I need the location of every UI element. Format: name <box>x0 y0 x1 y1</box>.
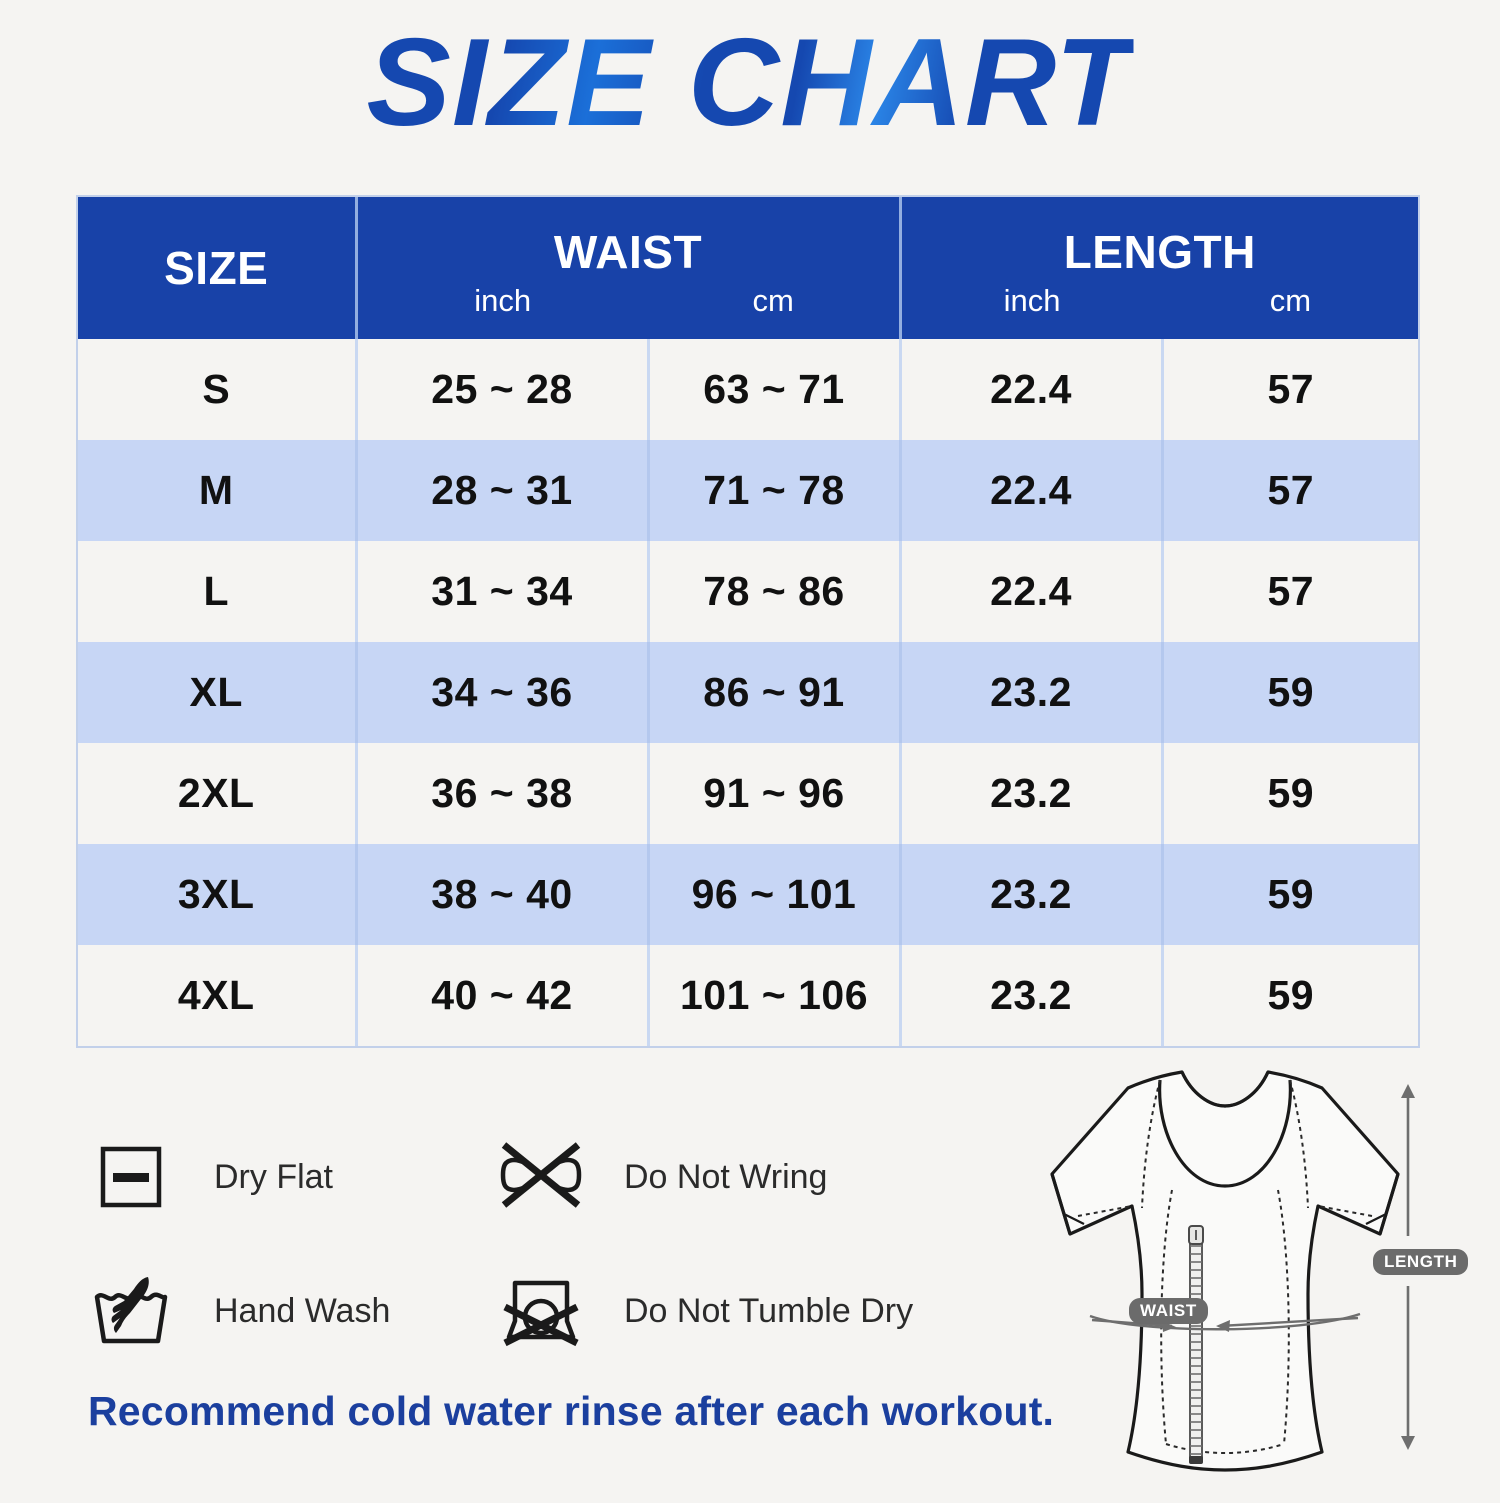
cell-length-inch: 23.2 <box>898 642 1162 743</box>
cell-length-cm: 59 <box>1160 844 1418 945</box>
table-header-row: SIZE WAIST inch cm LENGTH inch cm <box>78 197 1418 339</box>
table-row: 4XL 40 ~ 42 101 ~ 106 23.2 59 <box>78 945 1418 1046</box>
table-row: S 25 ~ 28 63 ~ 71 22.4 57 <box>78 339 1418 440</box>
care-item-dry-flat: Dry Flat <box>88 1110 498 1244</box>
header-cell-waist: WAIST inch cm <box>354 197 900 339</box>
length-measurement-badge: LENGTH <box>1373 1249 1469 1275</box>
cell-size: XL <box>78 642 356 743</box>
care-row-1: Dry Flat Do Not Wring <box>88 1110 988 1244</box>
hand-wash-icon <box>88 1268 174 1354</box>
cell-waist-inch: 31 ~ 34 <box>354 541 648 642</box>
header-unit-length-cm: cm <box>1269 283 1312 318</box>
care-instructions: Dry Flat Do Not Wring Hand Wash <box>88 1110 988 1378</box>
cell-waist-inch: 25 ~ 28 <box>354 339 648 440</box>
cell-length-inch: 22.4 <box>898 339 1162 440</box>
cell-length-cm: 59 <box>1160 642 1418 743</box>
header-label-length: LENGTH <box>1063 226 1256 278</box>
header-cell-size: SIZE <box>78 197 356 339</box>
cell-length-inch: 22.4 <box>898 440 1162 541</box>
cell-size: M <box>78 440 356 541</box>
cell-waist-cm: 78 ~ 86 <box>646 541 900 642</box>
cell-size: 3XL <box>78 844 356 945</box>
cell-length-inch: 23.2 <box>898 844 1162 945</box>
garment-diagram: WAIST LENGTH <box>960 1058 1480 1498</box>
recommendation-text: Recommend cold water rinse after each wo… <box>88 1388 1055 1434</box>
cell-waist-cm: 101 ~ 106 <box>646 945 900 1046</box>
care-label-dry-flat: Dry Flat <box>214 1157 333 1196</box>
cell-length-cm: 57 <box>1160 440 1418 541</box>
care-row-2: Hand Wash Do Not Tumble Dry <box>88 1244 988 1378</box>
care-item-do-not-tumble-dry: Do Not Tumble Dry <box>498 1244 968 1378</box>
cell-waist-cm: 86 ~ 91 <box>646 642 900 743</box>
cell-waist-inch: 40 ~ 42 <box>354 945 648 1046</box>
cell-waist-cm: 96 ~ 101 <box>646 844 900 945</box>
header-label-size: SIZE <box>164 242 269 294</box>
cell-waist-inch: 38 ~ 40 <box>354 844 648 945</box>
cell-length-cm: 57 <box>1160 339 1418 440</box>
cell-waist-cm: 91 ~ 96 <box>646 743 900 844</box>
table-row: XL 34 ~ 36 86 ~ 91 23.2 59 <box>78 642 1418 743</box>
cell-size: 4XL <box>78 945 356 1046</box>
header-cell-length: LENGTH inch cm <box>898 197 1418 339</box>
cell-length-cm: 59 <box>1160 743 1418 844</box>
waist-measurement-badge: WAIST <box>1129 1298 1208 1324</box>
cell-waist-cm: 71 ~ 78 <box>646 440 900 541</box>
dry-flat-icon <box>88 1134 174 1220</box>
cell-waist-inch: 36 ~ 38 <box>354 743 648 844</box>
care-item-do-not-wring: Do Not Wring <box>498 1110 968 1244</box>
cell-length-inch: 22.4 <box>898 541 1162 642</box>
cell-size: S <box>78 339 356 440</box>
do-not-wring-icon <box>498 1134 584 1220</box>
cell-size: L <box>78 541 356 642</box>
table-row: M 28 ~ 31 71 ~ 78 22.4 57 <box>78 440 1418 541</box>
cell-length-inch: 23.2 <box>898 743 1162 844</box>
header-label-waist: WAIST <box>553 226 703 278</box>
care-label-hand-wash: Hand Wash <box>214 1291 391 1330</box>
cell-size: 2XL <box>78 743 356 844</box>
table-row: 3XL 38 ~ 40 96 ~ 101 23.2 59 <box>78 844 1418 945</box>
care-item-hand-wash: Hand Wash <box>88 1244 498 1378</box>
cell-waist-inch: 34 ~ 36 <box>354 642 648 743</box>
care-label-do-not-wring: Do Not Wring <box>624 1157 828 1196</box>
cell-length-inch: 23.2 <box>898 945 1162 1046</box>
garment-illustration <box>1050 1070 1415 1472</box>
header-unit-waist-inch: inch <box>474 283 532 318</box>
cell-waist-cm: 63 ~ 71 <box>646 339 900 440</box>
cell-length-cm: 59 <box>1160 945 1418 1046</box>
table-row: 2XL 36 ~ 38 91 ~ 96 23.2 59 <box>78 743 1418 844</box>
size-chart-table: SIZE WAIST inch cm LENGTH inch cm <box>78 197 1418 1046</box>
cell-waist-inch: 28 ~ 31 <box>354 440 648 541</box>
page-title: SIZE CHART <box>366 14 1134 152</box>
do-not-tumble-dry-icon <box>498 1268 584 1354</box>
table-row: L 31 ~ 34 78 ~ 86 22.4 57 <box>78 541 1418 642</box>
header-unit-waist-cm: cm <box>752 283 794 318</box>
table-body: S 25 ~ 28 63 ~ 71 22.4 57 M 28 ~ 31 71 ~ 78 22.4… <box>78 339 1418 1046</box>
table-header: SIZE WAIST inch cm LENGTH inch cm <box>78 197 1418 339</box>
title-container: SIZE CHART <box>0 18 1500 148</box>
header-unit-length-inch: inch <box>1003 283 1061 318</box>
care-label-do-not-tumble-dry: Do Not Tumble Dry <box>624 1291 914 1330</box>
cell-length-cm: 57 <box>1160 541 1418 642</box>
